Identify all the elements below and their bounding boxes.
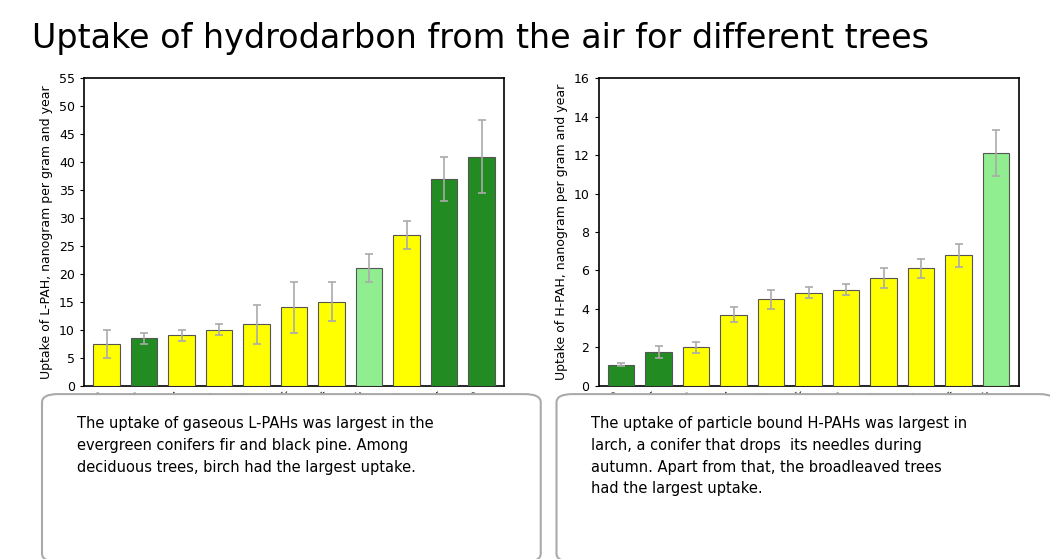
Bar (758, 299, 784, 386)
Bar (608, 364, 634, 386)
Bar (356, 268, 382, 386)
Y-axis label: Uptake of H-PAH, nanogram per gram and year: Uptake of H-PAH, nanogram per gram and y… (555, 84, 568, 380)
Bar (870, 278, 897, 386)
Bar (244, 324, 270, 386)
Bar (206, 330, 232, 386)
Bar (131, 338, 158, 386)
Bar (281, 307, 308, 386)
Bar (945, 255, 971, 386)
Bar (720, 315, 747, 386)
Bar (908, 268, 934, 386)
Bar (682, 347, 709, 386)
Bar (796, 292, 821, 386)
Bar (430, 179, 457, 386)
Text: The uptake of gaseous L-PAHs was largest in the
evergreen conifers fir and black: The uptake of gaseous L-PAHs was largest… (77, 416, 434, 475)
Bar (394, 235, 420, 386)
Bar (983, 153, 1009, 386)
Bar (646, 352, 672, 386)
Bar (93, 344, 120, 386)
Bar (168, 335, 194, 386)
Text: Uptake of hydrodarbon from the air for different trees: Uptake of hydrodarbon from the air for d… (32, 22, 928, 55)
Bar (318, 302, 344, 386)
Text: The uptake of particle bound H-PAHs was largest in
larch, a conifer that drops  : The uptake of particle bound H-PAHs was … (591, 416, 967, 496)
Bar (468, 157, 495, 386)
Y-axis label: Uptake of L-PAH, nanogram per gram and year: Uptake of L-PAH, nanogram per gram and y… (40, 85, 54, 379)
Bar (833, 290, 859, 386)
